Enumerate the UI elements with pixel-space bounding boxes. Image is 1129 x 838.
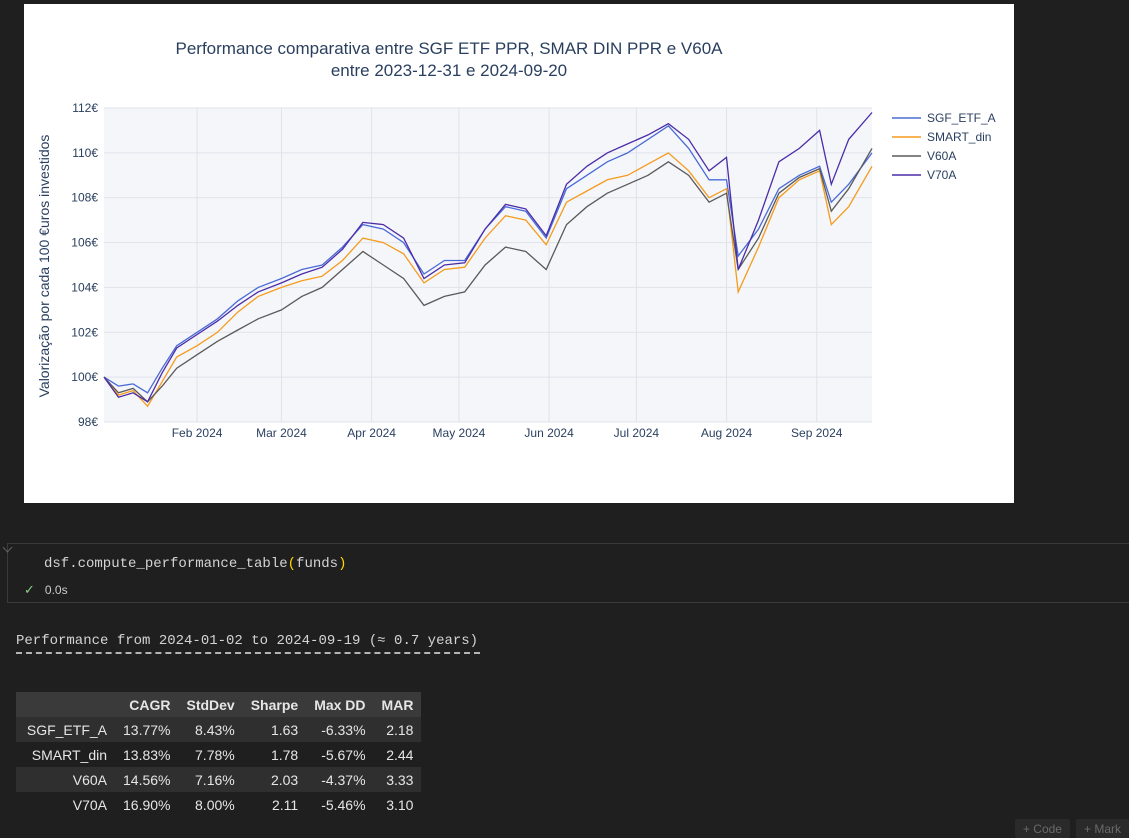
y-tick-label: 102€ — [71, 325, 98, 339]
x-tick-label: Sep 2024 — [791, 426, 843, 440]
series-line-smart-din[interactable] — [103, 152, 873, 408]
code-close-paren: ) — [338, 556, 347, 572]
chart-title-line-1: Performance comparativa entre SGF ETF PP… — [175, 39, 723, 58]
cell-stddev: 8.00% — [178, 792, 243, 817]
y-tick-label: 108€ — [71, 191, 98, 205]
row-label: SMART_din — [16, 742, 115, 767]
cell-sharpe: 2.03 — [242, 767, 307, 792]
series-layer — [103, 112, 873, 408]
legend-item-label[interactable]: SMART_din — [927, 130, 991, 144]
plot-area — [104, 108, 872, 422]
add-markdown-cell-button[interactable]: + Mark — [1075, 819, 1129, 838]
table-header-row: CAGR StdDev Sharpe Max DD MAR — [16, 692, 422, 717]
y-axis-title: Valorização por cada 100 €uros investido… — [36, 135, 52, 398]
column-header-maxdd: Max DD — [306, 692, 374, 717]
series-line-v70a[interactable] — [103, 112, 873, 403]
performance-header: Performance from 2024-01-02 to 2024-09-1… — [16, 633, 479, 649]
table-row: SMART_din 13.83% 7.78% 1.78 -5.67% 2.44 — [16, 742, 422, 767]
y-tick-label: 100€ — [71, 370, 98, 384]
x-tick-label: Aug 2024 — [701, 426, 753, 440]
series-line-v60a[interactable] — [103, 148, 873, 403]
cell-maxdd: -6.33% — [306, 717, 374, 742]
legend-item-label[interactable]: SGF_ETF_A — [927, 111, 996, 125]
cell-sharpe: 1.78 — [242, 742, 307, 767]
cell-maxdd: -4.37% — [306, 767, 374, 792]
cell-mar: 2.18 — [373, 717, 422, 742]
y-tick-label: 110€ — [72, 146, 98, 160]
x-tick-label: May 2024 — [433, 426, 486, 440]
cell-cagr: 14.56% — [115, 767, 179, 792]
x-tick-label: Jun 2024 — [524, 426, 574, 440]
cell-stddev: 7.16% — [178, 767, 243, 792]
cell-sharpe: 2.11 — [242, 792, 307, 817]
x-tick-label: Feb 2024 — [172, 426, 223, 440]
table-row: SGF_ETF_A 13.77% 8.43% 1.63 -6.33% 2.18 — [16, 717, 422, 742]
cell-collapse-handle[interactable] — [2, 542, 13, 553]
legend[interactable]: SGF_ETF_A SMART_din V60A V70A — [892, 111, 996, 182]
column-header-mar: MAR — [373, 692, 422, 717]
cell-stddev: 8.43% — [178, 717, 243, 742]
performance-table: CAGR StdDev Sharpe Max DD MAR SGF_ETF_A … — [16, 692, 422, 817]
row-label: V70A — [16, 792, 115, 817]
execution-status: ✓ 0.0s — [24, 582, 68, 598]
y-tick-label: 112€ — [72, 101, 98, 115]
cell-sharpe: 1.63 — [242, 717, 307, 742]
x-tick-label: Jul 2024 — [614, 426, 660, 440]
cell-cagr: 13.77% — [115, 717, 179, 742]
check-icon: ✓ — [24, 582, 35, 598]
table-row: V70A 16.90% 8.00% 2.11 -5.46% 3.10 — [16, 792, 422, 817]
cell-mar: 2.44 — [373, 742, 422, 767]
column-header-sharpe: Sharpe — [242, 692, 307, 717]
code-line[interactable]: dsf.compute_performance_table(funds) — [44, 556, 346, 572]
cell-maxdd: -5.67% — [306, 742, 374, 767]
y-tick-labels: 98€ 100€ 102€ 104€ 106€ 108€ 110€ 112€ — [71, 101, 98, 429]
y-tick-label: 98€ — [78, 415, 98, 429]
chart-svg: 98€ 100€ 102€ 104€ 106€ 108€ 110€ 112€ Feb 2024… — [36, 39, 996, 440]
grid-layer — [104, 107, 872, 423]
add-code-cell-button[interactable]: + Code — [1014, 819, 1070, 838]
code-cell[interactable]: dsf.compute_performance_table(funds) ✓ 0… — [2, 542, 1129, 603]
legend-item-label[interactable]: V70A — [927, 168, 956, 182]
cell-cagr: 16.90% — [115, 792, 179, 817]
column-header-stddev: StdDev — [178, 692, 243, 717]
cell-stddev: 7.78% — [178, 742, 243, 767]
plotly-chart[interactable]: 98€ 100€ 102€ 104€ 106€ 108€ 110€ 112€ Feb 2024… — [24, 4, 1014, 503]
cell-mar: 3.10 — [373, 792, 422, 817]
cell-mar: 3.33 — [373, 767, 422, 792]
x-tick-label: Mar 2024 — [256, 426, 307, 440]
table-row: V60A 14.56% 7.16% 2.03 -4.37% 3.33 — [16, 767, 422, 792]
code-open-paren: ( — [287, 556, 297, 572]
code-argument: funds — [296, 556, 339, 572]
row-label: SGF_ETF_A — [16, 717, 115, 742]
x-tick-label: Apr 2024 — [347, 426, 396, 440]
column-header — [16, 692, 115, 717]
cell-toolbar: + Code + Mark — [1014, 819, 1129, 838]
chart-title-line-2: entre 2023-12-31 e 2024-09-20 — [331, 61, 567, 80]
x-tick-labels: Feb 2024 Mar 2024 Apr 2024 May 2024 Jun 2024… — [172, 426, 843, 440]
code-function: dsf.compute_performance_table — [44, 556, 288, 572]
column-header-cagr: CAGR — [115, 692, 179, 717]
execution-time: 0.0s — [44, 583, 68, 597]
cell-maxdd: -5.46% — [306, 792, 374, 817]
row-label: V60A — [16, 767, 115, 792]
header-rule — [16, 652, 480, 654]
y-tick-label: 106€ — [71, 236, 98, 250]
cell-cagr: 13.83% — [115, 742, 179, 767]
y-tick-label: 104€ — [71, 280, 98, 294]
legend-item-label[interactable]: V60A — [927, 149, 956, 163]
